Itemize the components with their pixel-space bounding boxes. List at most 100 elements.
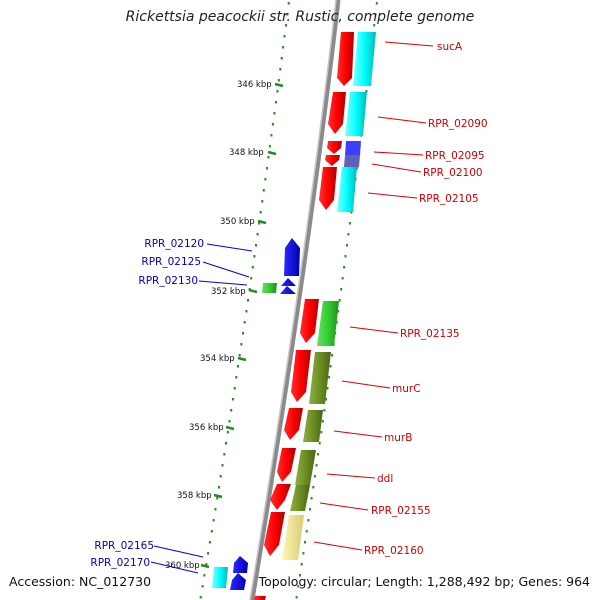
ring-dot xyxy=(230,409,233,412)
ring-dot xyxy=(237,365,239,368)
ring-dot xyxy=(312,486,315,489)
ruler-dots xyxy=(199,2,290,599)
gene-label-RPR_02125[interactable]: RPR_02125 xyxy=(141,256,201,268)
ring-dot xyxy=(212,519,215,522)
gene-RPR_02125[interactable] xyxy=(281,278,296,286)
ring-dot xyxy=(221,464,224,467)
gene-murB[interactable] xyxy=(284,408,303,440)
gene-RPR_02155[interactable] xyxy=(270,484,291,510)
ring-dot xyxy=(226,431,229,434)
ring-dot xyxy=(276,90,279,93)
ruler-tick xyxy=(274,82,284,88)
gene-label-murB[interactable]: murB xyxy=(384,432,412,444)
gene-sucA[interactable] xyxy=(337,32,354,86)
ruler-label: 358 kbp xyxy=(177,491,212,501)
gene-RPR_02135[interactable] xyxy=(300,299,319,343)
ring-dot xyxy=(231,398,234,401)
ring-dot xyxy=(242,332,245,335)
ring-dot xyxy=(309,508,311,511)
gene-label-RPR_02160[interactable]: RPR_02160 xyxy=(364,545,424,557)
ruler-tick xyxy=(200,563,210,569)
ruler-label: 348 kbp xyxy=(229,148,264,158)
gene-label-RPR_02090[interactable]: RPR_02090 xyxy=(428,118,488,130)
ruler-ticks xyxy=(200,82,284,569)
ring-dot xyxy=(315,464,318,467)
ring-dot xyxy=(255,244,257,247)
ring-dot xyxy=(273,112,276,115)
cog-category-bars xyxy=(282,32,376,560)
ring-dot xyxy=(325,398,327,401)
ring-dot xyxy=(225,442,227,445)
gene-RPR_02095[interactable] xyxy=(327,141,342,154)
forward-strand-genes xyxy=(254,32,354,600)
ring-dot xyxy=(328,376,331,379)
gene-label-RPR_02165[interactable]: RPR_02165 xyxy=(94,540,154,552)
gene-RPR_02100[interactable] xyxy=(325,155,340,166)
ring-dot xyxy=(323,409,326,412)
ring-dot xyxy=(344,255,347,258)
gene-label-RPR_02095[interactable]: RPR_02095 xyxy=(425,150,485,162)
ruler-tick xyxy=(237,356,247,362)
gene-RPR_02120[interactable] xyxy=(284,238,300,276)
gene-ddl[interactable] xyxy=(277,448,296,482)
map-title: Rickettsia peacockii str. Rustic, comple… xyxy=(125,9,475,25)
ring-dot xyxy=(365,90,368,93)
ring-dot xyxy=(300,563,303,566)
ring-dot xyxy=(347,233,350,236)
ring-dot xyxy=(283,35,286,38)
gene-label-RPR_02170[interactable]: RPR_02170 xyxy=(90,557,150,569)
gene-label-ddl[interactable]: ddl xyxy=(377,473,393,485)
ring-dot xyxy=(313,475,316,478)
gene-label-RPR_02120[interactable]: RPR_02120 xyxy=(144,238,204,250)
ruler-label: 356 kbp xyxy=(189,423,224,433)
gene-RPR_02105[interactable] xyxy=(319,167,337,210)
genome-backbone-highlight xyxy=(249,0,337,600)
ring-dot xyxy=(268,145,271,148)
gene-bottom-partial xyxy=(254,596,266,600)
ring-dot xyxy=(279,68,282,71)
gene-label-RPR_02100[interactable]: RPR_02100 xyxy=(423,167,483,179)
ring-dot xyxy=(321,420,324,423)
gene-label-RPR_02155[interactable]: RPR_02155 xyxy=(371,505,431,517)
ring-dot xyxy=(243,321,246,324)
ring-dot xyxy=(251,266,254,269)
ring-dot xyxy=(346,244,348,247)
ring-dot xyxy=(219,475,222,478)
genome-backbone xyxy=(249,0,341,600)
forward-label-leaders xyxy=(313,41,434,551)
ring-dot xyxy=(286,13,289,16)
ring-dot xyxy=(274,101,277,104)
reverse-label-leaders xyxy=(150,243,253,574)
ring-dot xyxy=(210,530,213,533)
ring-dot xyxy=(343,266,346,269)
gene-RPR_02165[interactable] xyxy=(233,556,248,573)
ring-dot xyxy=(238,354,241,357)
ring-dot xyxy=(338,299,341,302)
gene-label-RPR_02130[interactable]: RPR_02130 xyxy=(138,275,198,287)
gene-label-sucA[interactable]: sucA xyxy=(437,41,463,53)
ring-dot xyxy=(233,387,236,390)
accession-text: Accession: NC_012730 xyxy=(9,574,152,589)
gene-RPR_02160[interactable] xyxy=(264,512,285,556)
ring-dot xyxy=(207,552,210,555)
gene-label-RPR_02135[interactable]: RPR_02135 xyxy=(400,328,460,340)
ring-dot xyxy=(216,497,219,500)
gene-label-RPR_02105[interactable]: RPR_02105 xyxy=(419,193,479,205)
ruler-tick xyxy=(267,150,277,156)
ring-dot xyxy=(253,255,256,258)
ring-dot xyxy=(218,486,220,489)
ring-dot xyxy=(287,2,290,5)
reverse-strand-genes xyxy=(212,238,300,590)
gene-RPR_02130[interactable] xyxy=(280,286,296,294)
gene-RPR_02090[interactable] xyxy=(328,92,346,134)
gene-RPR_02170[interactable] xyxy=(230,573,246,590)
ring-dot xyxy=(340,288,343,291)
ring-dot xyxy=(277,79,280,82)
ring-dot xyxy=(247,299,249,302)
ring-dot xyxy=(348,222,351,225)
gene-label-murC[interactable]: murC xyxy=(392,383,421,395)
ring-dot xyxy=(337,310,340,313)
gene-murC[interactable] xyxy=(291,350,311,402)
